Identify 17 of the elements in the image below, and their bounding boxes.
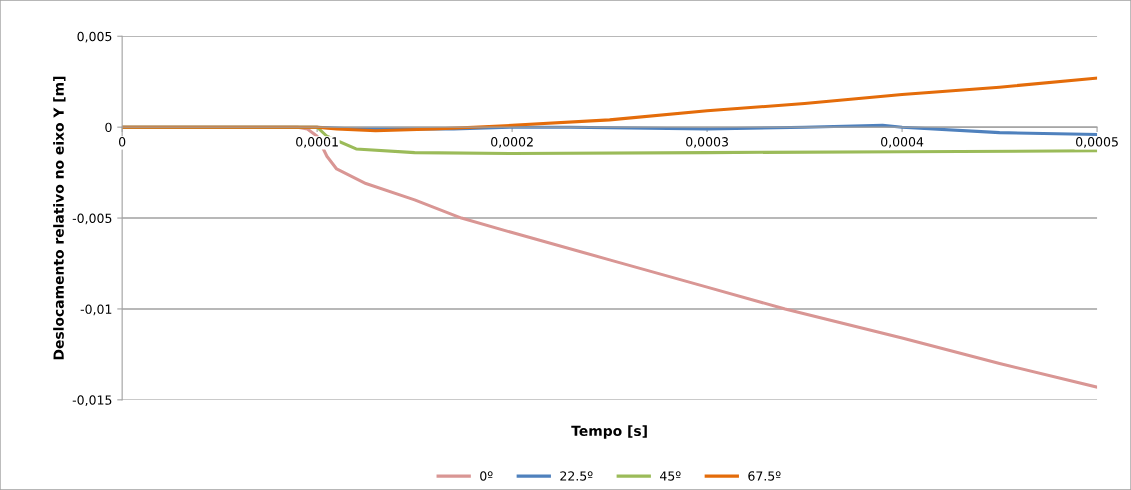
x-tick-label: 0 bbox=[119, 137, 126, 147]
y-tick-label: -0,005 bbox=[72, 213, 112, 225]
x-axis-title: Tempo [s] bbox=[571, 425, 647, 439]
y-tick-label: -0,01 bbox=[80, 304, 112, 316]
legend-label: 67.5º bbox=[748, 471, 781, 481]
legend-label: 45º bbox=[659, 471, 681, 481]
x-tick-label: 0,0001 bbox=[296, 137, 338, 148]
x-tick-label: 0,0004 bbox=[881, 137, 924, 148]
legend-label: 22.5º bbox=[560, 471, 593, 481]
y-tick-label: 0,005 bbox=[77, 31, 112, 43]
y-axis-title: Deslocamento relativo no eixo Y [m] bbox=[53, 76, 66, 360]
y-tick-label: -0,015 bbox=[72, 395, 112, 407]
x-tick-label: 0,0005 bbox=[1076, 137, 1118, 148]
x-tick-label: 0,0003 bbox=[686, 137, 728, 148]
x-tick-label: 0,0002 bbox=[491, 137, 533, 148]
legend-label: 0º bbox=[480, 471, 493, 481]
y-tick-label: 0 bbox=[105, 122, 112, 133]
